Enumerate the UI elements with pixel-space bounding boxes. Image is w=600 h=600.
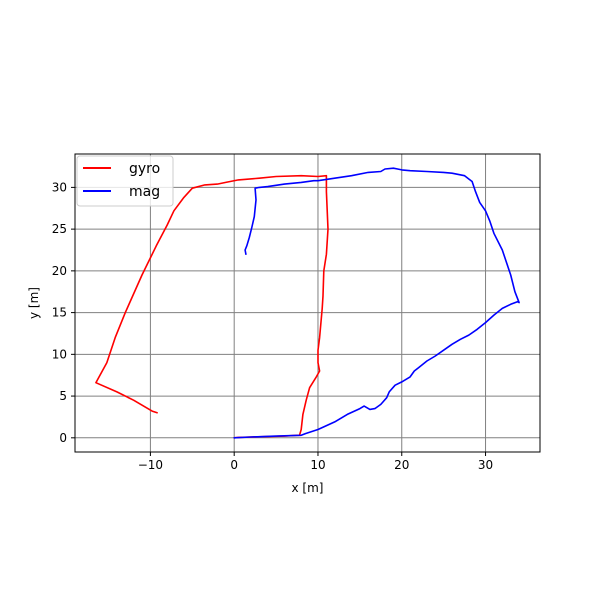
x-tick-label: 0 [230, 458, 238, 472]
axes-frame [74, 153, 541, 453]
legend-label-gyro: gyro [129, 161, 160, 177]
y-tick-label: 30 [52, 180, 67, 194]
x-tick-label: 30 [478, 458, 493, 472]
series-line-gyro [95, 174, 329, 439]
y-tick-label: 25 [52, 222, 67, 236]
x-tick-label: 20 [394, 458, 409, 472]
series-lines [95, 167, 520, 439]
y-tick-label: 20 [52, 264, 67, 278]
legend-label-mag: mag [129, 184, 160, 200]
tick-labels: −10 0 10 20 30 0 5 10 15 20 25 30 [52, 180, 493, 472]
y-tick-label: 15 [52, 306, 67, 320]
x-tick-label: −10 [138, 458, 163, 472]
x-axis-label: x [m] [292, 481, 324, 495]
legend: gyro mag [76, 155, 174, 207]
y-axis-label: y [m] [27, 287, 41, 319]
y-tick-label: 5 [59, 389, 67, 403]
y-tick-label: 10 [52, 347, 67, 361]
y-tick-label: 0 [59, 431, 67, 445]
series-line-mag [233, 167, 520, 439]
tick-marks [71, 186, 487, 456]
x-tick-label: 10 [310, 458, 325, 472]
